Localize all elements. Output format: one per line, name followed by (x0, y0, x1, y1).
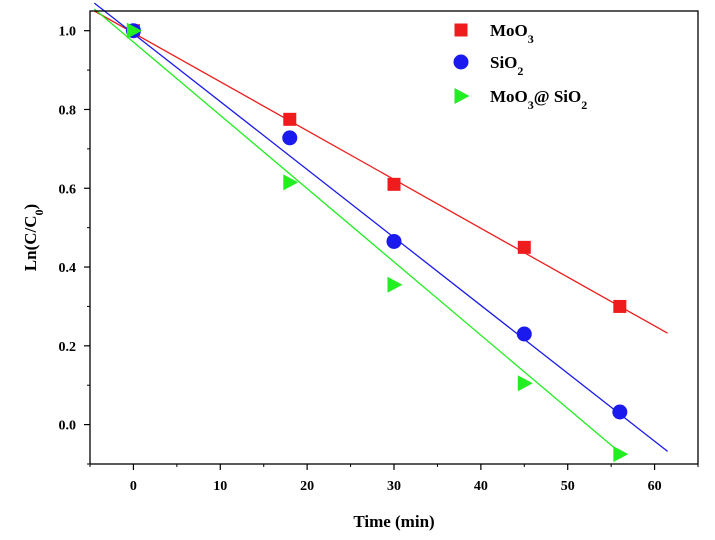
axis-ticks (84, 30, 699, 470)
x-tick-label: 20 (300, 479, 314, 494)
legend-marker-series-2 (454, 88, 470, 104)
y-tick-label: 0.8 (59, 103, 77, 118)
x-tick-label: 40 (474, 479, 488, 494)
x-tick-label: 60 (648, 479, 662, 494)
data-markers (125, 22, 629, 463)
legend-subscript: 3 (528, 98, 534, 112)
data-point-series-1 (386, 233, 402, 249)
x-tick-label: 30 (387, 479, 401, 494)
y-axis-title-subscript: 0 (32, 209, 46, 215)
x-tick-label: 50 (561, 479, 575, 494)
legend-label-series-1: SiO2 (490, 53, 523, 78)
y-tick-label: 0.4 (59, 261, 77, 276)
data-point-series-2 (126, 22, 142, 39)
y-tick-label: 0.2 (59, 340, 77, 355)
legend-subscript: 3 (528, 32, 534, 46)
legend-text-part: MoO (490, 87, 528, 106)
fit-lines (93, 2, 669, 457)
legend-subscript: 2 (517, 64, 523, 78)
data-point-series-0 (283, 112, 297, 126)
legend-label-series-2: MoO3@ SiO2 (490, 87, 587, 112)
data-point-series-1 (516, 326, 532, 342)
data-point-series-0 (517, 240, 531, 254)
x-tick-label: 10 (213, 479, 227, 494)
y-axis-title-tail: ) (21, 204, 40, 210)
legend-text-part: SiO (490, 53, 517, 72)
data-point-series-1 (282, 130, 298, 146)
legend-text-part: MoO (490, 21, 528, 40)
fit-line-series-2 (93, 8, 625, 457)
data-point-series-0 (387, 177, 401, 191)
x-axis-title: Time (min) (353, 512, 434, 531)
y-axis-title-main: Ln(C/C (21, 215, 40, 271)
data-point-series-2 (613, 446, 629, 463)
y-tick-label: 1.0 (59, 25, 77, 40)
y-axis-title: Ln(C/C0) (21, 204, 46, 271)
data-point-series-1 (612, 404, 628, 420)
data-point-series-2 (387, 276, 403, 293)
tick-labels: 0 10 20 30 40 50 60 0.0 0.2 0.4 0.6 0.8 1.0 (59, 25, 662, 494)
data-point-series-2 (283, 174, 299, 191)
fit-line-series-1 (93, 2, 669, 452)
y-tick-label: 0.0 (59, 419, 77, 434)
data-point-series-2 (517, 375, 533, 392)
y-tick-label: 0.6 (59, 182, 77, 197)
fit-line-series-0 (94, 10, 668, 334)
legend-marker-series-1 (453, 54, 469, 70)
legend-label-series-0: MoO3 (490, 21, 534, 46)
data-point-series-0 (613, 299, 627, 313)
legend-subscript: 2 (581, 98, 587, 112)
x-tick-label: 0 (130, 479, 137, 494)
legend-marker-series-0 (454, 23, 468, 37)
legend-text-part: @ SiO (534, 87, 581, 106)
